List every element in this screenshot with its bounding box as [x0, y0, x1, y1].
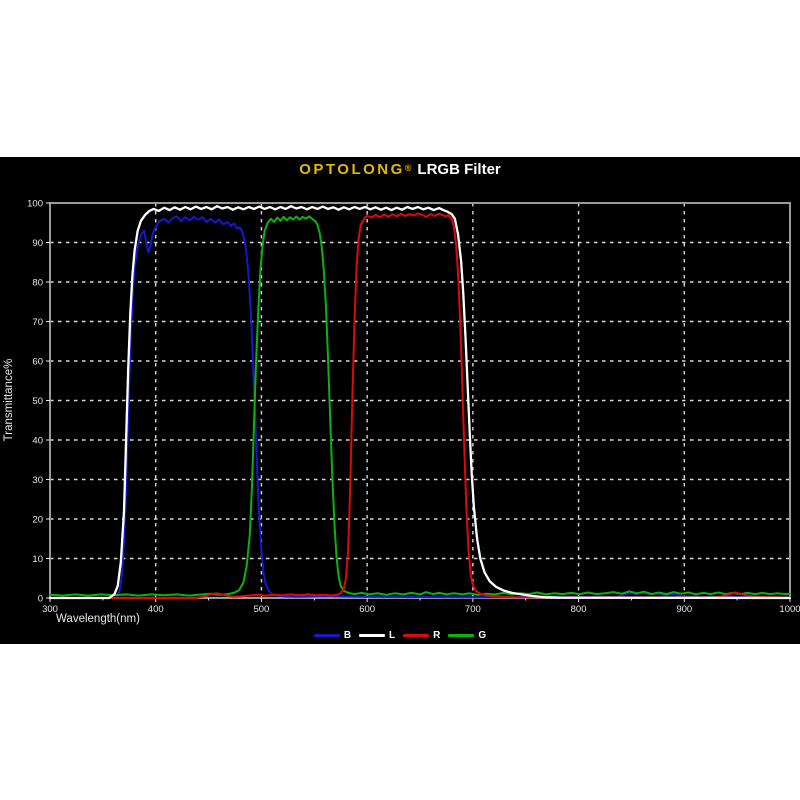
- legend-item-B: B: [313, 630, 352, 641]
- legend-label-L: L: [389, 630, 396, 641]
- x-tick-label: 400: [148, 604, 164, 615]
- legend-label-B: B: [343, 630, 352, 641]
- x-tick-label: 700: [465, 604, 481, 615]
- series-G-curve: [49, 215, 791, 597]
- legend-item-G: G: [448, 630, 486, 641]
- legend-item-L: L: [359, 630, 395, 641]
- y-tick-label: 60: [32, 357, 43, 368]
- x-tick-label: 300: [42, 604, 58, 615]
- x-axis-title: Wavelength(nm): [56, 613, 140, 625]
- series-R-curve: [49, 212, 791, 599]
- legend-swatch-G: [448, 634, 475, 637]
- brand-name: OPTOLONG: [299, 161, 405, 178]
- legend-label-G: G: [478, 630, 487, 641]
- product-name: LRGB Filter: [417, 161, 501, 178]
- y-tick-label: 100: [27, 199, 43, 210]
- y-tick-label: 70: [32, 317, 43, 328]
- legend-swatch-L: [359, 634, 386, 637]
- legend-swatch-B: [313, 634, 340, 637]
- transmittance-plot: 300 400 500 600 700 800 900 1000 0 10 20 30 40 50 60 70…: [27, 199, 800, 616]
- y-tick-label: 30: [32, 475, 43, 486]
- y-tick-label: 20: [32, 515, 43, 526]
- registered-trademark-mark: ®: [404, 163, 412, 173]
- chart-panel: OPTOLONG® LRGB Filter Transmittance% 300 4…: [0, 157, 800, 644]
- x-tick-label: 900: [676, 604, 692, 615]
- legend-swatch-R: [403, 634, 430, 637]
- x-tick-label: 800: [571, 604, 587, 615]
- legend-label-R: R: [433, 630, 441, 641]
- x-tick-label: 500: [253, 604, 269, 615]
- y-tick-label: 90: [32, 238, 43, 249]
- series-L-curve: [48, 205, 792, 600]
- chart-title: OPTOLONG® LRGB Filter: [0, 161, 800, 178]
- y-tick-label: 10: [32, 554, 43, 565]
- x-tick-label: 600: [359, 604, 375, 615]
- x-tick-label: 1000: [779, 604, 800, 615]
- y-tick-label: 80: [32, 278, 43, 289]
- y-tick-label: 50: [32, 396, 43, 407]
- y-tick-label: 40: [32, 436, 43, 447]
- legend-item-R: R: [403, 630, 440, 641]
- series-B-curve: [49, 215, 791, 599]
- y-tick-label: 0: [38, 594, 43, 605]
